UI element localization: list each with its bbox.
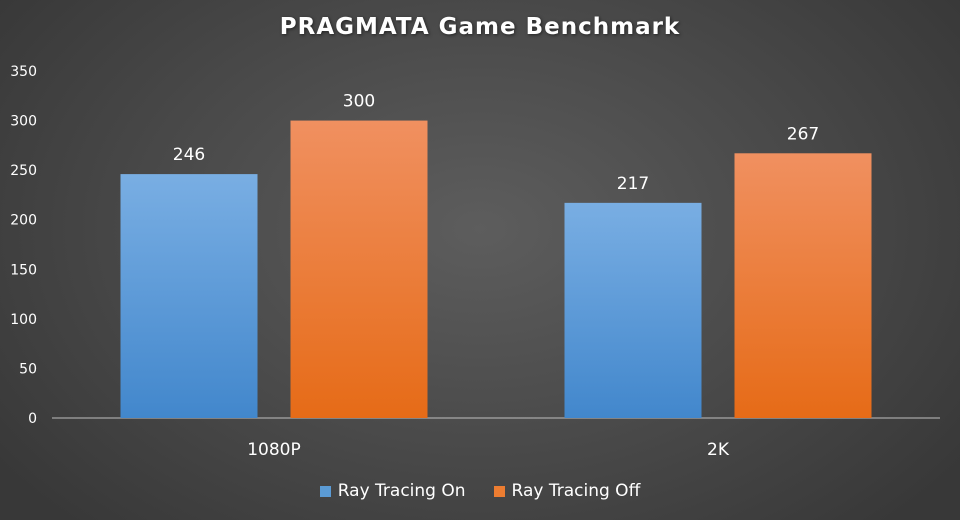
y-tick-label: 350 [10, 64, 37, 80]
y-tick-label: 100 [10, 312, 37, 328]
y-tick-label: 150 [10, 262, 37, 278]
data-label: 300 [343, 92, 375, 112]
data-label: 217 [617, 174, 649, 194]
data-label: 267 [787, 124, 819, 144]
legend-swatch [493, 485, 505, 497]
bar-ray-tracing-off-1080p [290, 120, 428, 419]
y-tick-label: 250 [10, 163, 37, 179]
y-tick-label: 50 [19, 361, 37, 377]
x-tick-label: 2K [707, 440, 730, 460]
bar-ray-tracing-on-1080p [120, 174, 258, 418]
legend-label: Ray Tracing Off [511, 481, 641, 501]
x-tick-label: 1080P [247, 440, 301, 460]
legend-item: Ray Tracing On [319, 481, 466, 501]
bars-group [120, 120, 872, 419]
y-tick-label: 0 [28, 411, 37, 427]
y-tick-label: 200 [10, 213, 37, 229]
chart-title: PRAGMATA Game Benchmark [279, 14, 681, 40]
y-axis: 0 50 100 150 200 250 300 350 [10, 64, 37, 427]
legend-swatch [319, 485, 331, 497]
legend-label: Ray Tracing On [337, 481, 466, 501]
data-label: 246 [173, 145, 205, 165]
legend-item: Ray Tracing Off [493, 481, 641, 501]
legend: Ray Tracing On Ray Tracing Off [0, 481, 960, 501]
y-tick-label: 300 [10, 114, 37, 130]
data-labels-group: 246 300 217 267 [173, 92, 819, 194]
x-axis: 1080P 2K [247, 440, 730, 460]
bar-ray-tracing-on-2k [564, 202, 702, 418]
bar-ray-tracing-off-2k [734, 153, 872, 418]
